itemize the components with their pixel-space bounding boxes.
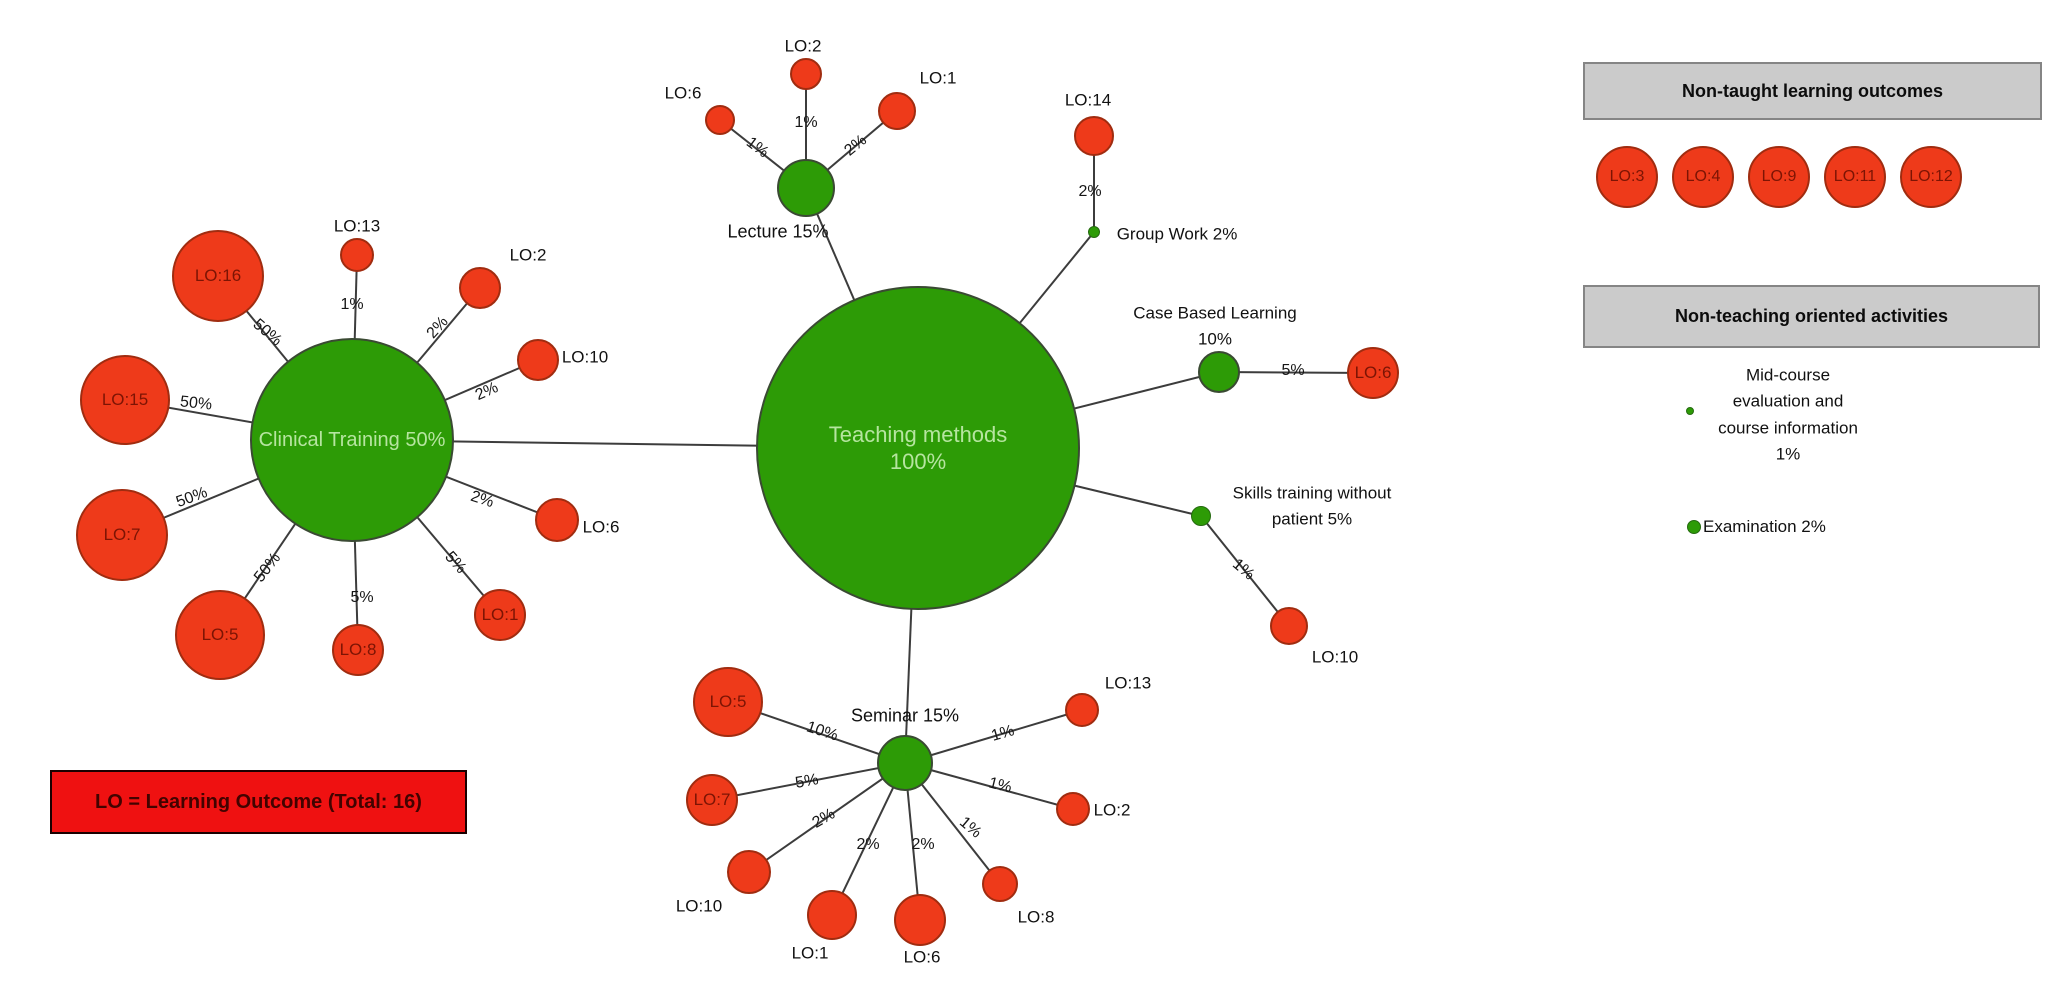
node-label-cbl: Case Based Learning 10% — [1133, 303, 1297, 349]
edge-pct-clinical-lo15c: 50% — [179, 393, 213, 414]
node-skills — [1191, 506, 1211, 526]
node-lo15c: LO:15 — [80, 355, 170, 445]
examination-label: Examination 2% — [1703, 516, 1826, 536]
node-lo1c: LO:1 — [474, 589, 526, 641]
edge-pct-seminar-lo6s: 2% — [911, 836, 935, 853]
node-label-lo13c: LO:13 — [333, 216, 381, 236]
node-lo6c — [535, 498, 579, 542]
edge-pct-clinical-lo8c: 5% — [350, 589, 374, 606]
node-lo10c — [517, 339, 559, 381]
edge-seminar-lo13s — [904, 709, 1083, 764]
node-teaching: Teaching methods 100% — [756, 286, 1080, 610]
node-lo6s — [894, 894, 946, 946]
edge-seminar-lo10se — [748, 762, 906, 873]
node-label-lo10c: LO:10 — [561, 347, 609, 367]
node-label-lo13s: LO:13 — [1104, 673, 1152, 693]
node-label-lo2c: LO:2 — [509, 245, 547, 265]
node-lo2l — [790, 58, 822, 90]
node-lo7s: LO:7 — [686, 774, 738, 826]
non-teaching-activities-title: Non-teaching oriented activities — [1674, 306, 1949, 326]
node-lo5c: LO:5 — [175, 590, 265, 680]
node-lo5s: LO:5 — [693, 667, 763, 737]
node-lo10se — [727, 850, 771, 894]
node-lo6cb: LO:6 — [1347, 347, 1399, 399]
non-taught-lo-circle-lo-12: LO:12 — [1900, 146, 1962, 208]
non-teaching-activities-header: Non-teaching oriented activities — [1583, 285, 2040, 348]
examination-dot — [1687, 520, 1701, 534]
edge-pct-groupwork-lo14: 2% — [1078, 183, 1102, 200]
node-label-lo6s: LO:6 — [903, 947, 941, 967]
non-taught-lo-circle-lo-4: LO:4 — [1672, 146, 1734, 208]
node-label-lo6l: LO:6 — [664, 83, 702, 103]
legend-box: LO = Learning Outcome (Total: 16) — [50, 770, 467, 834]
node-label-lo2l: LO:2 — [784, 36, 822, 56]
edge-skills-lo10s — [1200, 515, 1290, 627]
non-taught-lo-circle-lo-11: LO:11 — [1824, 146, 1886, 208]
node-label-lo6c: LO:6 — [582, 517, 620, 537]
node-seminar — [877, 735, 933, 791]
node-lo13s — [1065, 693, 1099, 727]
mid-course-evaluation-dot — [1686, 407, 1694, 415]
legend-text: LO = Learning Outcome (Total: 16) — [95, 790, 422, 813]
node-groupwork — [1088, 226, 1100, 238]
node-label-lo8s: LO:8 — [1017, 907, 1055, 927]
node-clinical: Clinical Training 50% — [250, 338, 454, 542]
node-label-lecture: Lecture 15% — [727, 221, 829, 242]
node-label-lo10s: LO:10 — [1311, 647, 1359, 667]
node-label-lo14: LO:14 — [1064, 90, 1112, 110]
node-lecture — [777, 159, 835, 217]
node-lo10s — [1270, 607, 1308, 645]
node-lo6l — [705, 105, 735, 135]
edge-seminar-lo2s — [904, 762, 1074, 810]
node-lo14 — [1074, 116, 1114, 156]
edge-pct-seminar-lo1s: 2% — [856, 836, 880, 853]
edge-pct-clinical-lo13c: 1% — [340, 296, 364, 313]
node-lo2s — [1056, 792, 1090, 826]
non-taught-lo-circle-lo-9: LO:9 — [1748, 146, 1810, 208]
node-label-lo10se: LO:10 — [675, 896, 723, 916]
non-taught-lo-circle-lo-3: LO:3 — [1596, 146, 1658, 208]
mid-course-evaluation-label: Mid-course evaluation and course informa… — [1718, 365, 1858, 464]
node-lo1l — [878, 92, 916, 130]
node-lo2c — [459, 267, 501, 309]
node-label-lo1l: LO:1 — [919, 68, 957, 88]
node-lo1s — [807, 890, 857, 940]
node-label-seminar: Seminar 15% — [850, 705, 960, 726]
node-lo8s — [982, 866, 1018, 902]
non-taught-outcomes-header: Non-taught learning outcomes — [1583, 62, 2042, 120]
node-label-groupwork: Group Work 2% — [1116, 224, 1238, 244]
node-label-lo2s: LO:2 — [1093, 800, 1131, 820]
node-cbl — [1198, 351, 1240, 393]
edge-pct-lecture-lo2l: 1% — [794, 114, 818, 131]
edge-pct-cbl-lo6cb: 5% — [1281, 362, 1305, 379]
node-lo7c: LO:7 — [76, 489, 168, 581]
node-label-lo1s: LO:1 — [791, 943, 829, 963]
non-taught-outcomes-title: Non-taught learning outcomes — [1682, 80, 1943, 101]
node-lo16: LO:16 — [172, 230, 264, 322]
edge-seminar-lo7s — [711, 762, 906, 801]
node-lo13c — [340, 238, 374, 272]
node-lo8c: LO:8 — [332, 624, 384, 676]
node-label-skills: Skills training without patient 5% — [1232, 483, 1392, 529]
